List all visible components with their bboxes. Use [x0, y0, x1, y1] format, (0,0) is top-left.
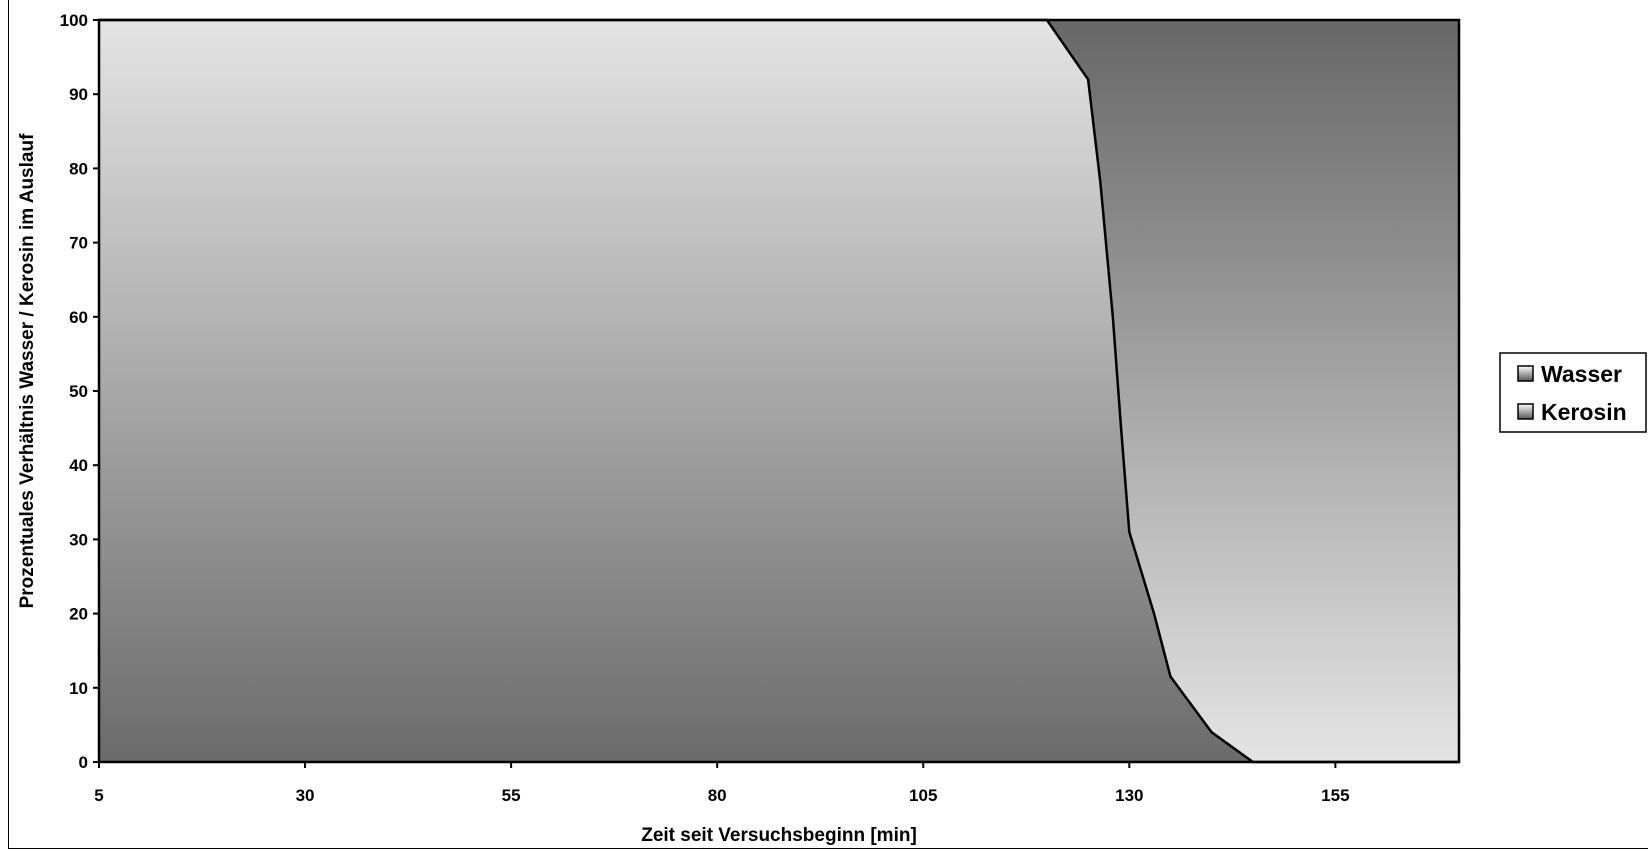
y-tick-label: 90	[69, 85, 88, 104]
chart-frame	[8, 0, 1648, 849]
x-tick-label: 105	[909, 786, 937, 805]
y-tick-label: 20	[69, 605, 88, 624]
y-tick-label: 50	[69, 382, 88, 401]
area-kerosin	[99, 20, 1459, 762]
y-tick-label: 80	[69, 159, 88, 178]
area-wasser	[99, 20, 1459, 762]
legend: Wasser Kerosin	[1499, 352, 1647, 433]
x-tick-label: 30	[296, 786, 315, 805]
x-tick-label: 55	[502, 786, 521, 805]
y-tick-label: 40	[69, 456, 88, 475]
y-tick-label: 30	[69, 530, 88, 549]
legend-swatch-kerosin	[1517, 403, 1534, 420]
series-boundary-line	[99, 18, 1459, 764]
x-tick-label: 130	[1115, 786, 1143, 805]
y-tick-label: 0	[79, 753, 88, 772]
legend-swatch-wasser	[1517, 365, 1534, 382]
y-tick-label: 10	[69, 679, 88, 698]
x-tick-label: 5	[94, 786, 103, 805]
y-tick-label: 100	[60, 11, 88, 30]
x-axis-title: Zeit seit Versuchsbeginn [min]	[641, 825, 917, 846]
y-tick-label: 60	[69, 308, 88, 327]
y-axis-title: Prozentuales Verhältnis Wasser / Kerosin…	[17, 133, 38, 608]
legend-label-wasser: Wasser	[1541, 361, 1622, 387]
y-tick-label: 70	[69, 234, 88, 253]
legend-label-kerosin: Kerosin	[1541, 399, 1627, 425]
x-tick-label: 80	[708, 786, 727, 805]
x-tick-label: 155	[1321, 786, 1349, 805]
